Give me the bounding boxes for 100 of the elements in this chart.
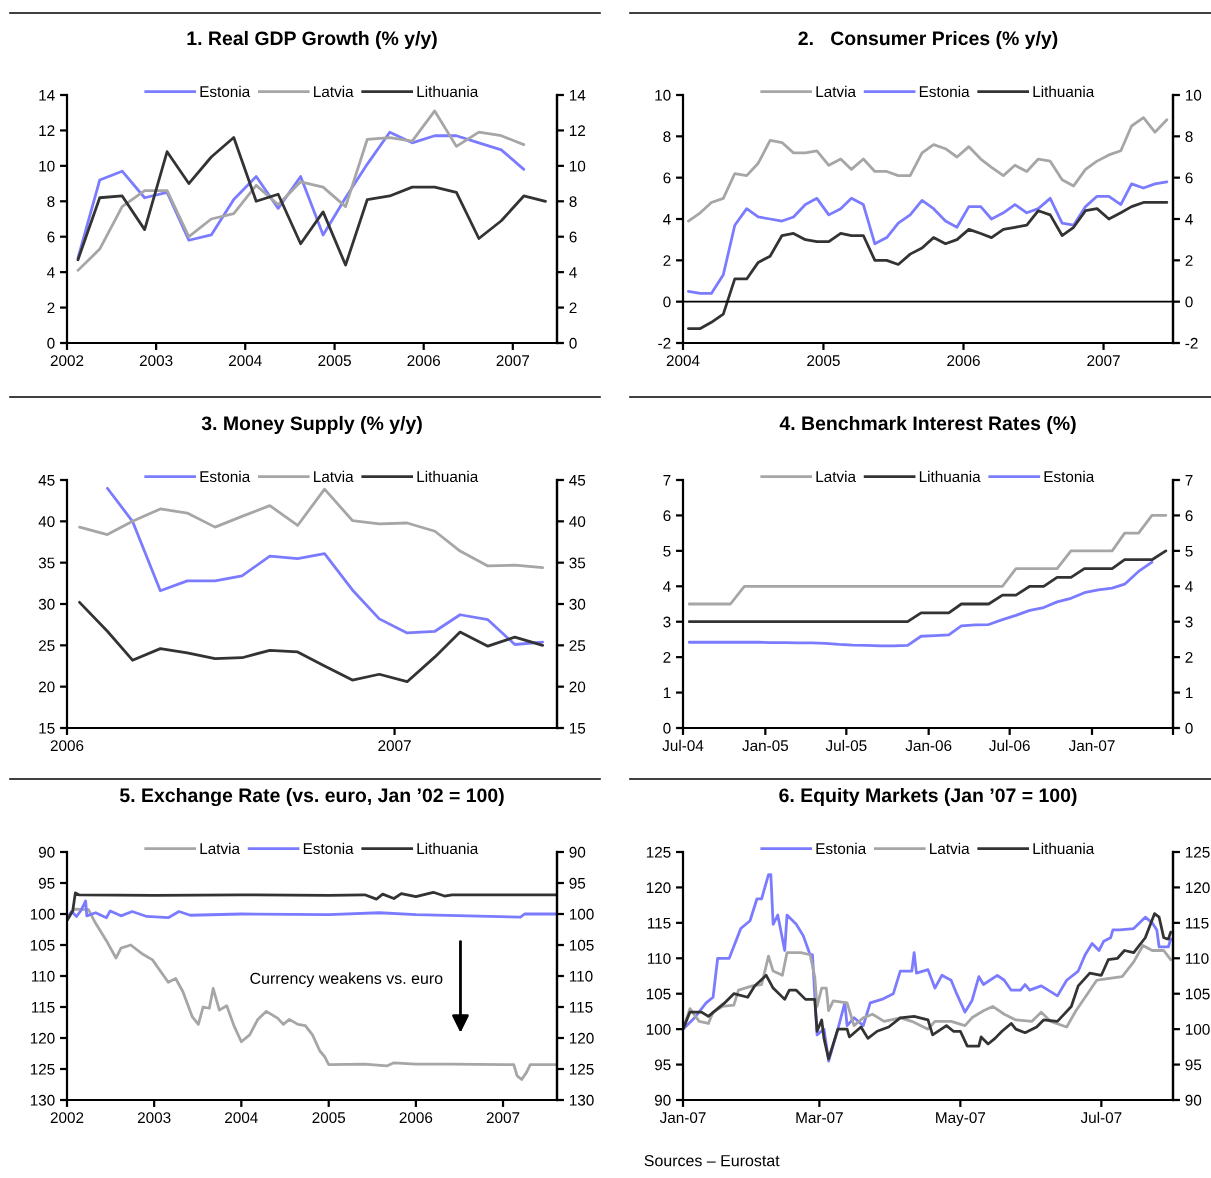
y-tick-label: 95 [38,877,55,889]
y2-tick-label: 2 [1185,652,1193,663]
y2-tick-label: 40 [569,516,586,528]
x-tick-label: 2004 [666,355,700,367]
chart-title: 2. Consumer Prices (% y/y) [798,30,1058,50]
y-tick-label: 20 [38,681,55,693]
legend-label: Lithuania [1033,842,1095,855]
legend-label: Latvia [200,842,240,855]
y2-tick-label: 100 [569,908,594,920]
y-tick-label: 10 [39,160,55,172]
x-tick-label: 2007 [1087,355,1120,367]
y-tick-label: 125 [30,1063,55,1075]
y2-tick-label: 7 [1185,475,1193,486]
chart-title: 3. Money Supply (% y/y) [201,415,422,435]
chart-title: 1. Real GDP Growth (% y/y) [187,30,437,50]
y2-tick-label: 110 [1185,953,1209,964]
y-tick-label: 7 [663,475,671,486]
y2-tick-label: 20 [569,681,586,693]
y-tick-label: 105 [30,939,55,951]
x-tick-label: May-07 [936,1112,986,1127]
x-tick-label: 2007 [496,355,530,367]
x-tick-label: 2004 [229,355,262,367]
y-tick-label: 1 [663,687,671,699]
legend-label: Latvia [314,470,354,483]
x-tick-label: 2002 [50,1112,84,1124]
y-tick-label: 2 [47,302,55,314]
x-tick-label: 2005 [318,355,351,367]
y-tick-label: 110 [32,970,55,982]
legend-label: Lithuania [919,470,981,483]
x-tick-label: 2007 [486,1112,520,1124]
x-tick-label: 2005 [807,355,840,367]
legend-label: Estonia [200,85,251,98]
y-tick-label: 0 [663,722,671,734]
legend-label: Latvia [930,842,970,855]
y-tick-label: 115 [32,1002,55,1013]
legend-label: Lithuania [417,470,479,483]
y2-tick-label: 125 [1185,846,1210,858]
y-tick-label: 35 [38,557,55,569]
y-tick-label: 95 [654,1059,671,1071]
x-tick-label: Mar-07 [796,1112,843,1124]
y2-tick-label: 8 [1185,131,1193,143]
y2-tick-label: 125 [569,1063,594,1075]
y-tick-label: 12 [39,125,55,136]
x-tick-label: Jan-05 [742,740,789,752]
y-tick-label: 90 [38,846,55,858]
y-tick-label: -2 [658,337,671,349]
y-tick-label: 6 [663,172,671,184]
x-tick-label: 2006 [50,740,84,752]
legend-label: Estonia [919,85,970,98]
y2-tick-label: 130 [569,1094,594,1106]
y-tick-label: 10 [655,89,671,101]
y2-tick-label: 45 [569,475,586,486]
y-tick-label: 100 [646,1024,671,1035]
legend-label: Lithuania [1033,85,1095,98]
y-tick-label: 4 [663,581,671,592]
y-tick-label: 3 [663,616,671,628]
y-tick-label: 2 [663,652,671,663]
y-tick-label: 6 [663,510,671,522]
x-tick-label: Jul-05 [825,739,867,752]
y2-tick-label: 95 [1185,1059,1202,1071]
y-tick-label: 25 [38,640,55,652]
y-tick-label: 4 [47,267,55,278]
legend-label: Estonia [816,842,867,855]
legend-label: Lithuania [417,85,479,98]
y2-tick-label: 2 [569,302,577,314]
source-note: Sources – Eurostat [644,1154,780,1167]
y-tick-label: 5 [663,545,671,557]
y-tick-label: 120 [646,882,671,894]
y2-tick-label: 6 [1185,510,1193,522]
y-tick-label: 105 [646,988,671,1000]
y-tick-label: 45 [38,475,55,486]
x-tick-label: 2002 [50,355,84,367]
x-tick-label: 2006 [407,355,441,367]
y2-tick-label: 105 [569,939,594,951]
x-tick-label: 2003 [137,1112,171,1124]
y2-tick-label: 105 [1185,988,1210,1000]
x-tick-label: 2004 [225,1112,258,1124]
y2-tick-label: 6 [1185,172,1193,184]
y-tick-label: 8 [663,131,671,143]
y2-tick-label: 4 [569,267,577,278]
y2-tick-label: 4 [1185,581,1193,592]
y-tick-label: 0 [47,337,55,349]
y2-tick-label: 6 [569,231,577,243]
y2-tick-label: 0 [1185,296,1193,308]
y-tick-label: 130 [30,1094,55,1106]
x-tick-label: 2007 [378,740,411,752]
y2-tick-label: 3 [1185,616,1193,628]
y-tick-label: 8 [47,196,55,207]
y2-tick-label: 120 [1185,882,1210,894]
y-tick-label: 6 [47,231,55,243]
y2-tick-label: 90 [1185,1094,1202,1106]
y2-tick-label: 1 [1185,687,1193,699]
x-tick-label: Jul-07 [1080,1111,1122,1124]
y2-tick-label: 5 [1185,545,1193,557]
y-tick-label: 0 [663,296,671,308]
y2-tick-label: 14 [569,90,586,101]
y2-tick-label: 8 [569,196,577,207]
y-tick-label: 4 [663,214,671,225]
y2-tick-label: 10 [569,160,586,172]
legend-label: Latvia [314,85,354,98]
